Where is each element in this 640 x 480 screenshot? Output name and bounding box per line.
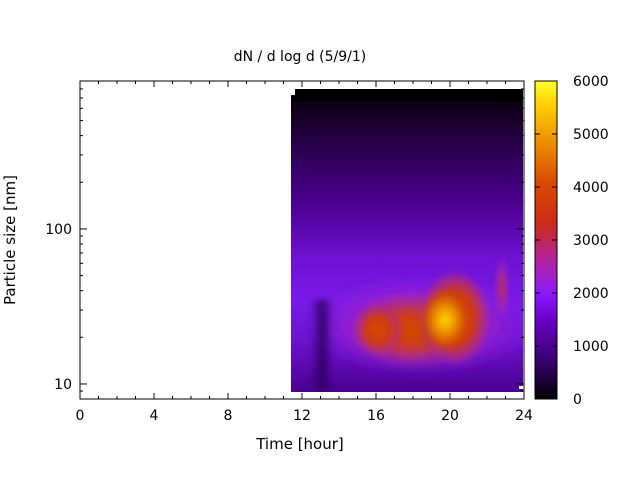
colorbar-tick-label: 6000 <box>573 74 609 90</box>
heatmap-band-left <box>354 304 402 356</box>
x-axis-label: Time [hour] <box>255 435 344 453</box>
x-tick-label: 12 <box>293 408 311 424</box>
heatmap-dip-13h <box>310 300 334 392</box>
x-tick-label: 24 <box>515 408 533 424</box>
y-axis-ticks: 10 100 <box>45 80 524 400</box>
y-axis-label: Particle size [nm] <box>1 175 19 305</box>
colorbar-tick-label: 4000 <box>573 180 609 196</box>
x-tick-label: 0 <box>76 408 85 424</box>
y-tick-label: 10 <box>54 377 72 393</box>
colorbar-tick-label: 2000 <box>573 286 609 302</box>
x-axis-ticks: 0 4 8 12 16 20 24 <box>76 81 533 424</box>
x-tick-label: 4 <box>150 408 159 424</box>
colorbar-tick-label: 0 <box>573 392 582 408</box>
colorbar-tick-label: 5000 <box>573 127 609 143</box>
heatmap-data <box>291 89 523 392</box>
heatmap-gap-br <box>519 386 523 389</box>
heatmap-gap <box>291 89 295 95</box>
heatmap-top-band <box>291 89 523 101</box>
colorbar-ticks: 0 1000 2000 3000 4000 5000 6000 <box>535 74 609 408</box>
heatmap-hotspot <box>421 290 469 350</box>
x-tick-label: 20 <box>441 408 459 424</box>
heatmap-band-22h <box>495 254 509 322</box>
x-tick-label: 8 <box>224 408 233 424</box>
colorbar: 0 1000 2000 3000 4000 5000 6000 <box>534 74 609 408</box>
chart-title: dN / d log d (5/9/1) <box>234 49 367 65</box>
colorbar-tick-label: 1000 <box>573 339 609 355</box>
x-tick-label: 16 <box>367 408 385 424</box>
y-tick-label: 100 <box>45 222 72 238</box>
colorbar-tick-label: 3000 <box>573 233 609 249</box>
